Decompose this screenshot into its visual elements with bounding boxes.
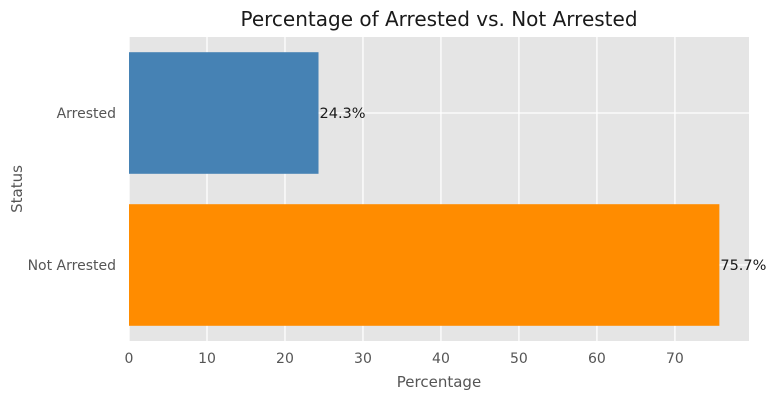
x-tick-label: 30 bbox=[354, 351, 372, 367]
data-label: 24.3% bbox=[320, 106, 366, 122]
chart-title: Percentage of Arrested vs. Not Arrested bbox=[240, 7, 637, 31]
y-tick-label: Arrested bbox=[57, 106, 116, 122]
x-tick-label: 50 bbox=[510, 351, 528, 367]
x-tick-label: 70 bbox=[666, 351, 684, 367]
x-tick-label: 60 bbox=[588, 351, 606, 367]
bar-not-arrested bbox=[129, 204, 720, 326]
y-axis-ticks: Arrested Not Arrested bbox=[28, 106, 116, 274]
x-tick-label: 40 bbox=[432, 351, 450, 367]
x-tick-label: 10 bbox=[198, 351, 216, 367]
x-tick-label: 0 bbox=[125, 351, 134, 367]
x-tick-label: 20 bbox=[276, 351, 294, 367]
x-axis-label: Percentage bbox=[397, 373, 481, 391]
data-label: 75.7% bbox=[720, 258, 766, 274]
y-tick-label: Not Arrested bbox=[28, 258, 116, 274]
x-axis-ticks: 0 10 20 30 40 50 60 70 bbox=[125, 351, 684, 367]
bar-arrested bbox=[129, 52, 319, 174]
y-axis-label: Status bbox=[8, 165, 26, 213]
bars-group: 24.3% 75.7% bbox=[129, 52, 766, 326]
